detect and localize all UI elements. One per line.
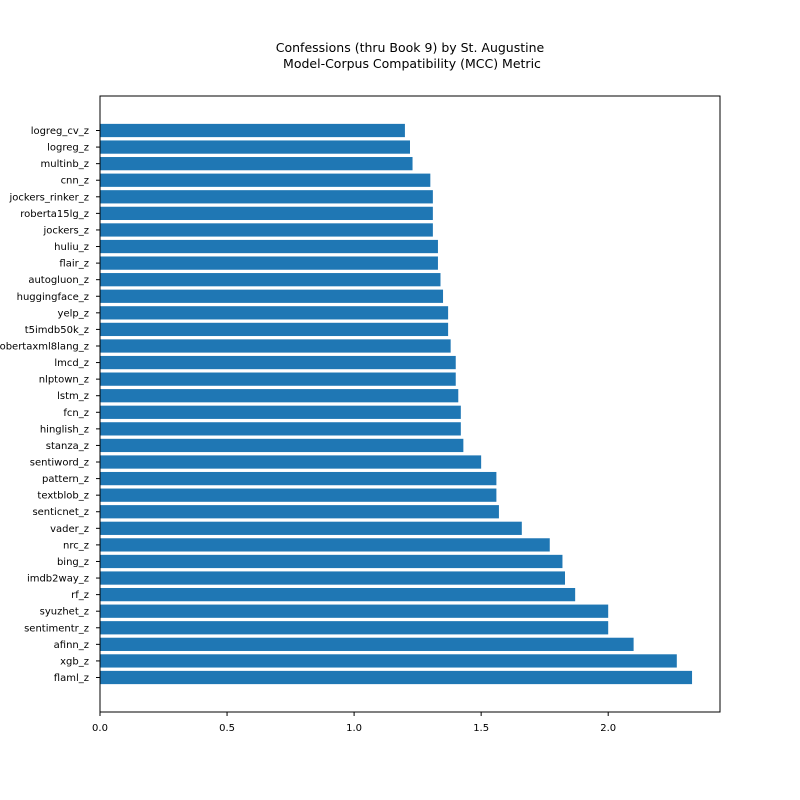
- bar-huggingface_z: [100, 289, 444, 303]
- y-tick-label: cnn_z: [61, 176, 89, 187]
- bar-flaml_z: [100, 670, 693, 685]
- plot-frame: [99, 95, 721, 713]
- y-tick-label: nlptown_z: [39, 375, 89, 386]
- bar-autogluon_z: [100, 273, 441, 287]
- y-tick-label: logreg_z: [47, 143, 89, 154]
- y-tick-label: jockers_rinker_z: [9, 192, 89, 203]
- y-tick-label: imdb2way_z: [27, 574, 89, 585]
- y-tick-label: huliu_z: [54, 242, 89, 253]
- bar-senticnet_z: [100, 505, 499, 519]
- y-tick-label: huggingface_z: [17, 292, 89, 303]
- y-tick-label: stanza_z: [46, 441, 89, 452]
- y-tick-label: xgb_z: [60, 656, 89, 667]
- bar-hinglish_z: [100, 422, 461, 436]
- bar-yelp_z: [100, 306, 449, 320]
- bar-logreg_cv_z: [100, 123, 405, 138]
- chart-subtitle: Model-Corpus Compatibility (MCC) Metric: [279, 56, 541, 71]
- bar-vader_z: [100, 521, 522, 535]
- y-tick-label: pattern_z: [42, 474, 89, 485]
- y-tick-label: hinglish_z: [40, 424, 89, 435]
- bar-lmcd_z: [100, 355, 456, 370]
- y-axis-ticks: logreg_cv_z logreg_z multinb_z cnn_zjockers…: [0, 126, 100, 684]
- bar-sentiword_z: [100, 455, 482, 469]
- y-tick-label: nrc_z: [63, 540, 89, 551]
- y-tick-label: afinn_z: [54, 640, 89, 651]
- y-tick-label: bing_z: [57, 557, 89, 568]
- bar-flair_z: [100, 256, 438, 270]
- bar-textblob_z: [100, 488, 497, 502]
- y-tick-label: textblob_z: [37, 491, 89, 502]
- y-tick-label: syuzhet_z: [40, 607, 89, 618]
- x-tick-label: 0.5: [219, 723, 235, 734]
- y-tick-label: t5imdb50k_z: [25, 325, 89, 336]
- bar-huliu_z: [100, 239, 438, 254]
- chart-title: Confessions (thru Book 9) by St. Augusti…: [276, 40, 545, 55]
- y-tick-label: senticnet_z: [32, 507, 89, 518]
- bar-stanza_z: [100, 438, 464, 453]
- y-tick-label: logreg_cv_z: [31, 126, 89, 137]
- y-tick-label: yelp_z: [58, 308, 89, 319]
- x-tick-label: 0.0: [92, 723, 108, 734]
- bar-imdb2way_z: [100, 571, 565, 585]
- x-axis-ticks: 0.0 0.5 1.0 1.5 2.0: [92, 712, 616, 734]
- y-tick-label: jockers_z: [42, 225, 89, 236]
- y-tick-label: rf_z: [71, 590, 89, 601]
- y-tick-label: vader_z: [50, 524, 89, 535]
- bar-bing_z: [100, 554, 563, 569]
- bars-layer: [100, 123, 693, 685]
- x-tick-label: 2.0: [600, 723, 616, 734]
- bar-jockers_rinker_z: [100, 190, 433, 204]
- bar-nlptown_z: [100, 372, 456, 386]
- y-tick-label: multinb_z: [41, 159, 90, 170]
- bar-cnn_z: [100, 173, 431, 187]
- y-tick-label: sentimentr_z: [24, 623, 89, 634]
- bar-t5imdb50k_z: [100, 322, 449, 337]
- y-tick-label: fcn_z: [63, 408, 89, 419]
- y-tick-label: sentiword_z: [30, 458, 89, 469]
- bar-robertaxml8lang_z: [100, 339, 451, 353]
- x-tick-label: 1.0: [346, 723, 362, 734]
- y-tick-label: lmcd_z: [54, 358, 89, 369]
- y-tick-label: flaml_z: [54, 673, 89, 684]
- bar-nrc_z: [100, 538, 550, 552]
- bar-roberta15lg_z: [100, 206, 433, 221]
- bar-syuzhet_z: [100, 604, 609, 618]
- bar-sentimentr_z: [100, 621, 609, 635]
- bar-lstm_z: [100, 389, 459, 403]
- bar-pattern_z: [100, 471, 497, 486]
- y-tick-label: flair_z: [59, 259, 89, 270]
- y-tick-label: autogluon_z: [28, 275, 89, 286]
- bar-logreg_z: [100, 140, 410, 154]
- bar-jockers_z: [100, 223, 433, 237]
- bar-rf_z: [100, 587, 576, 602]
- y-tick-label: lstm_z: [57, 391, 89, 402]
- y-tick-label: roberta15lg_z: [20, 209, 89, 220]
- x-tick-label: 1.5: [473, 723, 489, 734]
- bar-fcn_z: [100, 405, 461, 419]
- bar-xgb_z: [100, 654, 677, 668]
- bar-afinn_z: [100, 637, 634, 651]
- y-tick-label: robertaxml8lang_z: [0, 341, 89, 352]
- bar-multinb_z: [100, 157, 413, 171]
